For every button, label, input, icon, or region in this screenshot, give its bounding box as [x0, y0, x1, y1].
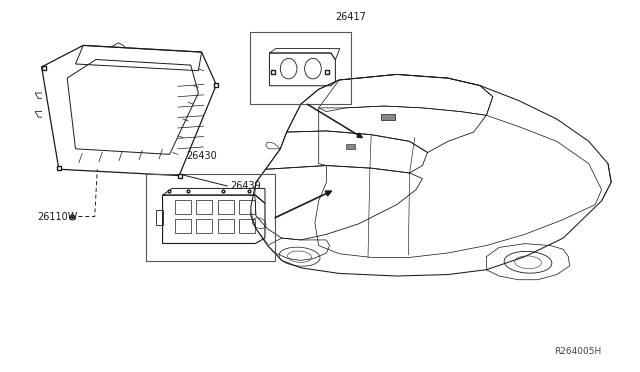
- Text: 26110W: 26110W: [37, 212, 77, 221]
- Bar: [196, 219, 212, 233]
- Bar: [346, 144, 355, 149]
- Bar: [239, 219, 255, 233]
- Bar: [239, 199, 255, 214]
- Bar: [218, 199, 234, 214]
- Bar: [146, 174, 275, 261]
- Text: 26430: 26430: [186, 151, 217, 161]
- Bar: [175, 199, 191, 214]
- Text: 26439: 26439: [230, 181, 261, 191]
- Text: 26417: 26417: [335, 12, 366, 22]
- Bar: [196, 199, 212, 214]
- Bar: [175, 219, 191, 233]
- Bar: [218, 219, 234, 233]
- Text: R264005H: R264005H: [554, 347, 602, 356]
- Bar: [381, 114, 395, 120]
- Bar: [250, 32, 351, 104]
